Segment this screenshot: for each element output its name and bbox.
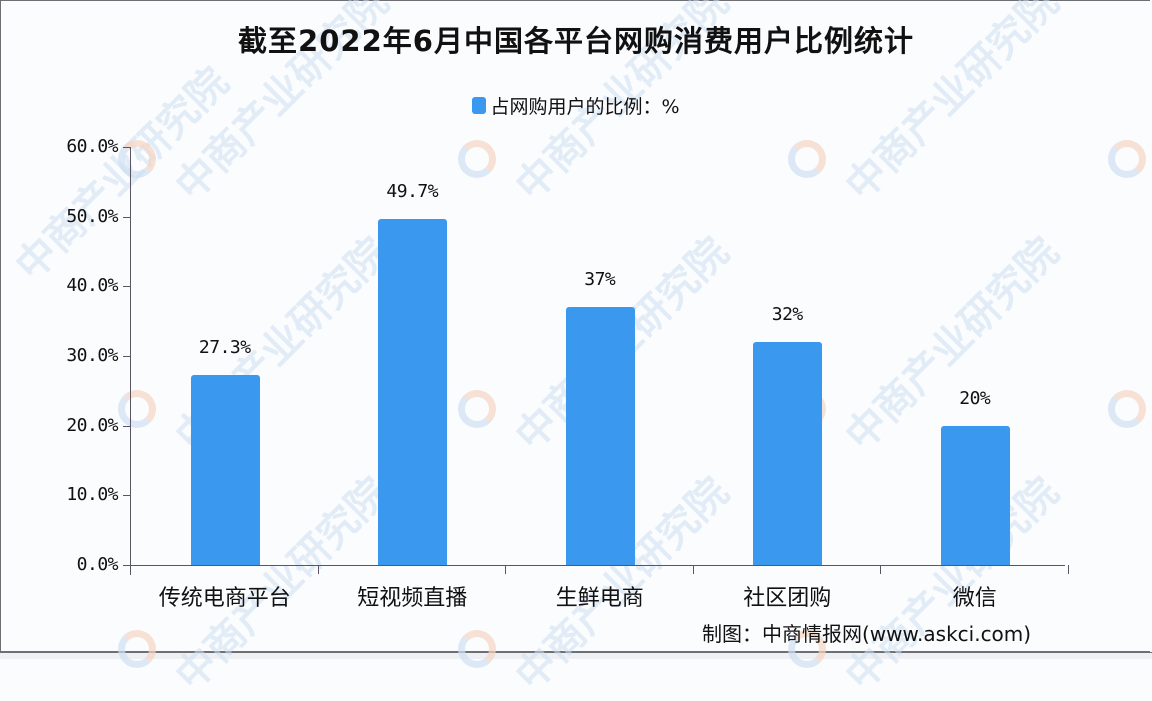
legend: 占网购用户的比例：% <box>0 92 1152 119</box>
x-tick <box>692 565 694 574</box>
bar <box>378 218 448 565</box>
category-label: 生鲜电商 <box>555 586 644 611</box>
bar <box>565 307 635 565</box>
y-tick <box>123 495 130 497</box>
category-label: 短视频直播 <box>357 586 468 611</box>
x-tick <box>1067 565 1069 574</box>
y-tick-label: 50.0% <box>66 205 118 227</box>
x-tick <box>317 565 319 574</box>
y-tick-label: 20.0% <box>66 414 118 436</box>
category-label: 社区团购 <box>743 586 832 611</box>
y-tick <box>123 286 130 288</box>
bar-value-label: 20% <box>959 387 991 409</box>
y-tick <box>123 356 130 357</box>
y-axis <box>130 147 131 575</box>
y-tick <box>123 425 130 427</box>
y-tick <box>123 216 130 218</box>
x-tick <box>880 565 881 574</box>
y-tick-label: 10.0% <box>66 484 118 506</box>
y-tick <box>123 565 130 566</box>
category-label: 微信 <box>952 586 997 611</box>
legend-swatch-icon <box>472 97 487 114</box>
y-tick-label: 0.0% <box>76 554 119 575</box>
legend-label: 占网购用户的比例：% <box>490 96 680 118</box>
x-axis <box>124 565 1065 566</box>
y-tick-label: 30.0% <box>66 345 118 366</box>
frame-bottom-edge <box>0 652 1152 659</box>
y-tick <box>123 147 130 148</box>
bar <box>940 425 1010 565</box>
x-tick <box>505 565 506 574</box>
category-label: 传统电商平台 <box>158 586 291 611</box>
bar <box>753 342 823 565</box>
bar-value-label: 49.7% <box>386 180 439 202</box>
bar-value-label: 37% <box>584 269 616 291</box>
chart-title: 截至2022年6月中国各平台网购消费用户比例统计 <box>238 24 914 58</box>
bar-value-label: 32% <box>771 304 804 326</box>
bar-value-label: 27.3% <box>198 336 251 358</box>
y-tick-label: 60.0% <box>66 136 118 157</box>
source-note: 制图：中商情报网(www.askci.com) <box>702 622 1032 646</box>
bar <box>190 374 260 565</box>
y-tick-label: 40.0% <box>66 275 118 297</box>
chart-frame <box>0 0 1150 652</box>
